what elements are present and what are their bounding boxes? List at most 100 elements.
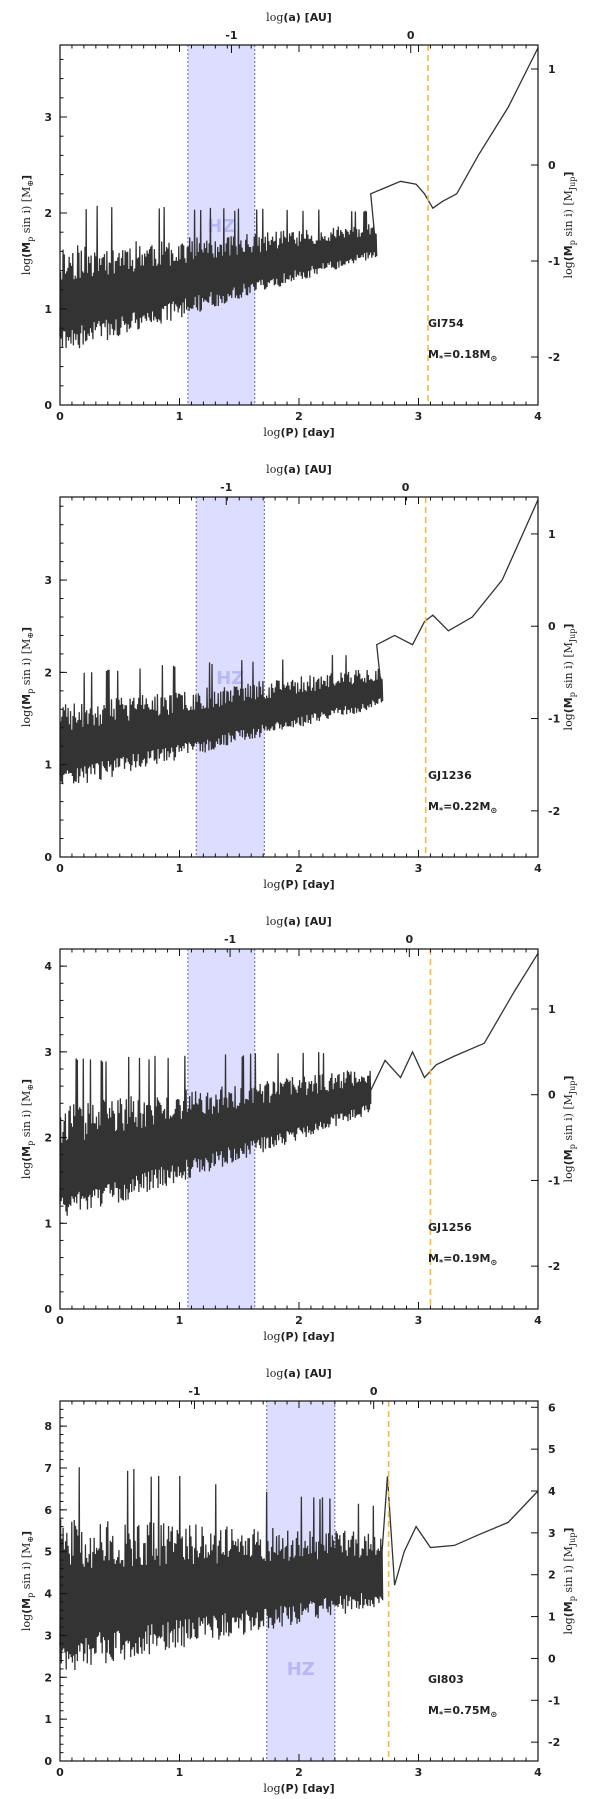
detection-limit-line (59, 952, 539, 1216)
y-tick-label: 8 (44, 1420, 52, 1433)
y-tick-label: 2 (44, 1132, 52, 1145)
x-tick-label: 1 (176, 1766, 184, 1779)
hz-label: HZ (216, 668, 244, 689)
y2-tick-label: 6 (548, 1401, 556, 1414)
y2-tick-label: 0 (548, 159, 556, 172)
x-tick-label: 1 (176, 410, 184, 423)
star-name: Gl803 (428, 1673, 464, 1686)
detection-limit-line (59, 47, 539, 349)
chart-panel-gl803: HZ 0 1 2 3 4 0 1 2 3 4 5 6 7 8 -2 -1 0 1 2 3 4 5 6 -1 0 log(a) [AU… (20, 1367, 577, 1795)
x-tick-label: 4 (534, 1314, 542, 1327)
y2-tick-label: -1 (548, 1694, 560, 1707)
star-mass: M*=0.19M⊙ (428, 1252, 497, 1267)
y2-tick-label: -2 (548, 351, 560, 364)
y2-tick-label: 0 (548, 620, 556, 633)
y-tick-label: 3 (44, 1629, 52, 1642)
x-tick-label: 4 (534, 1766, 542, 1779)
y2-tick-label: 0 (548, 1652, 556, 1665)
top-au-tick-label: 0 (402, 481, 410, 494)
star-name: GJ1236 (428, 769, 472, 782)
x-tick-label: 2 (295, 1766, 303, 1779)
y-tick-label: 4 (44, 1588, 52, 1601)
star-mass: M*=0.22M⊙ (428, 800, 497, 815)
y-tick-label: 7 (44, 1462, 52, 1475)
y-tick-label: 1 (44, 303, 52, 316)
x-tick-label: 3 (415, 1766, 423, 1779)
y-tick-label: 1 (44, 1713, 52, 1726)
x-tick-label: 3 (415, 1314, 423, 1327)
top-au-tick-label: -1 (225, 29, 237, 42)
chart-panel-gj1236: HZ 0 1 2 3 4 0 1 2 3 -2 -1 0 1 -1 0 log(a) [AU] log(P) [d… (20, 463, 577, 891)
star-mass: M*=0.18M⊙ (428, 348, 497, 363)
bottom-axis-title: log(P) [day] (263, 1330, 334, 1343)
x-tick-label: 1 (176, 862, 184, 875)
y2-tick-label: 5 (548, 1443, 556, 1456)
top-au-tick-label: 0 (407, 29, 415, 42)
y2-tick-label: 3 (548, 1527, 556, 1540)
y-tick-label: 6 (44, 1504, 52, 1517)
y2-tick-label: -2 (548, 805, 560, 818)
y-tick-label: 3 (44, 1046, 52, 1059)
y-tick-label: 4 (44, 960, 52, 973)
y-tick-label: 1 (44, 759, 52, 772)
hz-band (187, 45, 255, 405)
top-au-tick-label: 0 (405, 933, 413, 946)
bottom-axis-title: log(P) [day] (263, 1782, 334, 1795)
top-axis-title: log(a) [AU] (266, 915, 332, 928)
hz-label: HZ (287, 1659, 315, 1680)
x-tick-label: 0 (56, 862, 64, 875)
right-axis-title: log(Mp sin i) [MJup] (562, 624, 577, 731)
top-au-tick-label: -1 (188, 1385, 200, 1398)
x-tick-label: 4 (534, 410, 542, 423)
y-tick-label: 2 (44, 207, 52, 220)
right-axis-title: log(Mp sin i) [MJup] (562, 1076, 577, 1183)
detection-limit-line (59, 499, 539, 785)
y-tick-label: 3 (44, 111, 52, 124)
y-tick-label: 2 (44, 1671, 52, 1684)
y2-tick-label: 1 (548, 1003, 556, 1016)
bottom-axis-title: log(P) [day] (263, 426, 334, 439)
left-axis-title: log(Mp sin i) [M⊕] (20, 627, 35, 727)
y-tick-label: 0 (44, 1755, 52, 1768)
x-tick-label: 0 (56, 410, 64, 423)
top-au-tick-label: -1 (224, 933, 236, 946)
bottom-axis-title: log(P) [day] (263, 878, 334, 891)
y2-tick-label: 1 (548, 63, 556, 76)
y2-tick-label: 2 (548, 1569, 556, 1582)
top-axis-title: log(a) [AU] (266, 1367, 332, 1380)
y2-tick-label: -1 (548, 255, 560, 268)
hz-label: HZ (207, 216, 235, 237)
right-axis-title: log(Mp sin i) [MJup] (562, 172, 577, 279)
x-tick-label: 3 (415, 862, 423, 875)
x-tick-label: 0 (56, 1314, 64, 1327)
y2-tick-label: -1 (548, 713, 560, 726)
right-axis-title: log(Mp sin i) [MJup] (562, 1528, 577, 1635)
x-tick-label: 3 (415, 410, 423, 423)
x-tick-label: 0 (56, 1766, 64, 1779)
y2-tick-label: -2 (548, 1260, 560, 1273)
x-tick-label: 1 (176, 1314, 184, 1327)
y2-tick-label: -1 (548, 1174, 560, 1187)
y-tick-label: 3 (44, 574, 52, 587)
y-tick-label: 1 (44, 1217, 52, 1230)
y2-tick-label: 4 (548, 1485, 556, 1498)
top-au-tick-label: 0 (370, 1385, 378, 1398)
chart-panel-gl754: HZ 0 1 2 3 4 0 1 2 3 -2 -1 0 1 -1 0 log(a) [AU] log(P) [d… (20, 11, 577, 439)
y2-tick-label: -2 (548, 1736, 560, 1749)
star-name: GJ1256 (428, 1221, 472, 1234)
top-axis-title: log(a) [AU] (266, 463, 332, 476)
left-axis-title: log(Mp sin i) [M⊕] (20, 1531, 35, 1631)
x-tick-label: 2 (295, 862, 303, 875)
y-tick-label: 2 (44, 666, 52, 679)
y-tick-label: 0 (44, 1303, 52, 1316)
top-au-tick-label: -1 (220, 481, 232, 494)
y2-tick-label: 1 (548, 1611, 556, 1624)
detection-limit-line (59, 1467, 539, 1670)
x-tick-label: 2 (295, 1314, 303, 1327)
top-axis-title: log(a) [AU] (266, 11, 332, 24)
y-tick-label: 5 (44, 1546, 52, 1559)
y2-tick-label: 0 (548, 1089, 556, 1102)
left-axis-title: log(Mp sin i) [M⊕] (20, 1079, 35, 1179)
x-tick-label: 2 (295, 410, 303, 423)
